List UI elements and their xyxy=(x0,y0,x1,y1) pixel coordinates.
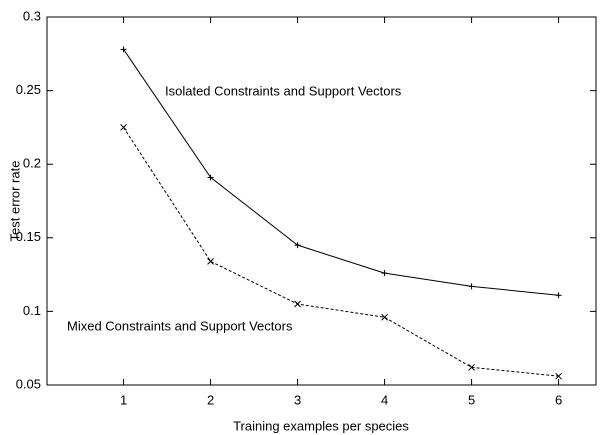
point-marker xyxy=(468,363,475,371)
point-marker xyxy=(555,292,562,299)
point-marker xyxy=(468,283,475,290)
x-tick-label: 5 xyxy=(468,392,475,407)
y-axis-label: Test error rate xyxy=(7,161,22,242)
x-tick-label: 3 xyxy=(294,392,301,407)
y-tick-label: 0.1 xyxy=(23,303,41,318)
x-tick-label: 4 xyxy=(381,392,388,407)
y-tick-label: 0.05 xyxy=(16,376,41,391)
y-tick-label: 0.2 xyxy=(23,156,41,171)
point-marker xyxy=(381,270,388,277)
point-marker xyxy=(381,313,388,321)
series-label: Mixed Constraints and Support Vectors xyxy=(67,318,293,333)
point-marker xyxy=(120,124,127,131)
point-marker xyxy=(294,242,301,249)
point-marker xyxy=(294,300,301,308)
point-marker xyxy=(120,46,127,53)
y-tick-label: 0.25 xyxy=(16,82,41,97)
y-tick-label: 0.15 xyxy=(16,229,41,244)
x-axis-label: Training examples per species xyxy=(233,418,409,433)
series-line xyxy=(123,49,559,296)
series-line xyxy=(123,127,559,377)
plot-frame xyxy=(46,16,597,386)
series-label: Isolated Constraints and Support Vectors xyxy=(165,83,402,98)
point-marker xyxy=(207,257,214,265)
x-tick-label: 2 xyxy=(207,392,214,407)
x-tick-label: 6 xyxy=(555,392,562,407)
y-tick-label: 0.3 xyxy=(23,8,41,23)
point-marker xyxy=(555,372,562,380)
x-tick-label: 1 xyxy=(120,392,127,407)
point-marker xyxy=(207,174,214,181)
